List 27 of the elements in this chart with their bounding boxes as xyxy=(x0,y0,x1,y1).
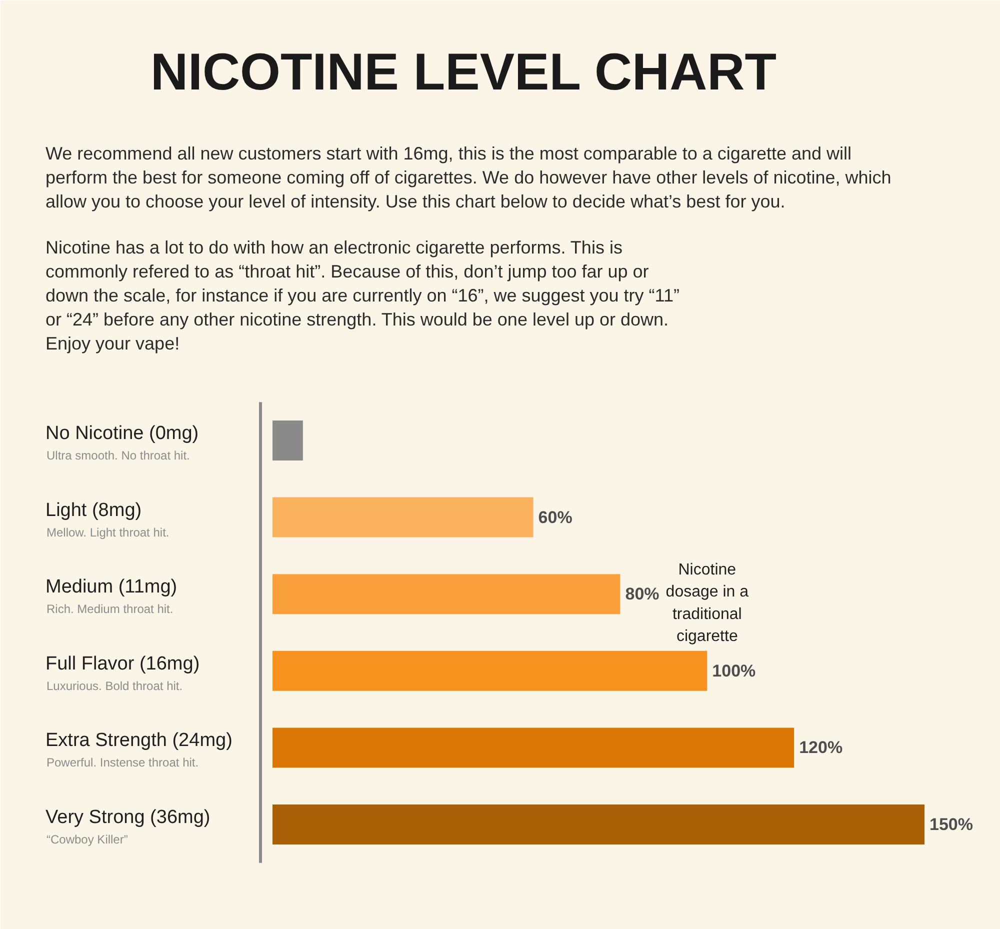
bar xyxy=(272,728,794,768)
annotation: Nicotine dosage in a traditional cigarette xyxy=(666,562,749,645)
data-label: 80% xyxy=(625,584,660,604)
bar xyxy=(272,650,708,691)
y-tick-label: Light (8mg) xyxy=(46,500,142,521)
bar xyxy=(272,804,924,844)
bar xyxy=(272,574,620,614)
text: Powerful. Instense throat hit. xyxy=(46,756,199,770)
y-tick-label: Full Flavor (16mg) xyxy=(46,653,200,674)
y-tick-label: No Nicotine (0mg) xyxy=(46,423,199,444)
text: Nicotine has a lot to do with how an electronic cigarette performs. This is commonly refered to as “throat hit”. Because of this, don’t jump too far up or down the scale, for instance if you are currently on “16”, we suggest you try “11” or “24” before any other nicotine strength. This would be one level up or down. Enjoy your vape! xyxy=(46,238,680,354)
text: Luxurious. Bold throat hit. xyxy=(46,678,183,693)
bar xyxy=(272,497,534,538)
chart-title: NICOTINE LEVEL CHART xyxy=(150,44,777,102)
data-label: 60% xyxy=(538,508,572,527)
y-tick-label: Extra Strength (24mg) xyxy=(46,730,232,752)
data-label: 100% xyxy=(712,661,756,680)
text: Ultra smooth. No throat hit. xyxy=(46,448,190,462)
chart-subtitle: We recommend all new customers start with 16mg, this is the most comparable to a cigarette and will perform the best for someone coming off of cigarettes. We do however have other levels of nicotine, which allow you to choose your level of intensity. Use this chart below to decide what’s best for you. xyxy=(46,144,892,212)
text: Rich. Medium throat hit. xyxy=(46,602,174,616)
y-tick-label: Very Strong (36mg) xyxy=(46,807,210,828)
text: Mellow. Light throat hit. xyxy=(46,525,170,540)
y-tick-label: Medium (11mg) xyxy=(46,576,178,598)
bar xyxy=(272,420,303,460)
data-label: 150% xyxy=(930,815,973,834)
data-label: 120% xyxy=(799,738,843,758)
text: “Cowboy Killer” xyxy=(46,832,128,846)
